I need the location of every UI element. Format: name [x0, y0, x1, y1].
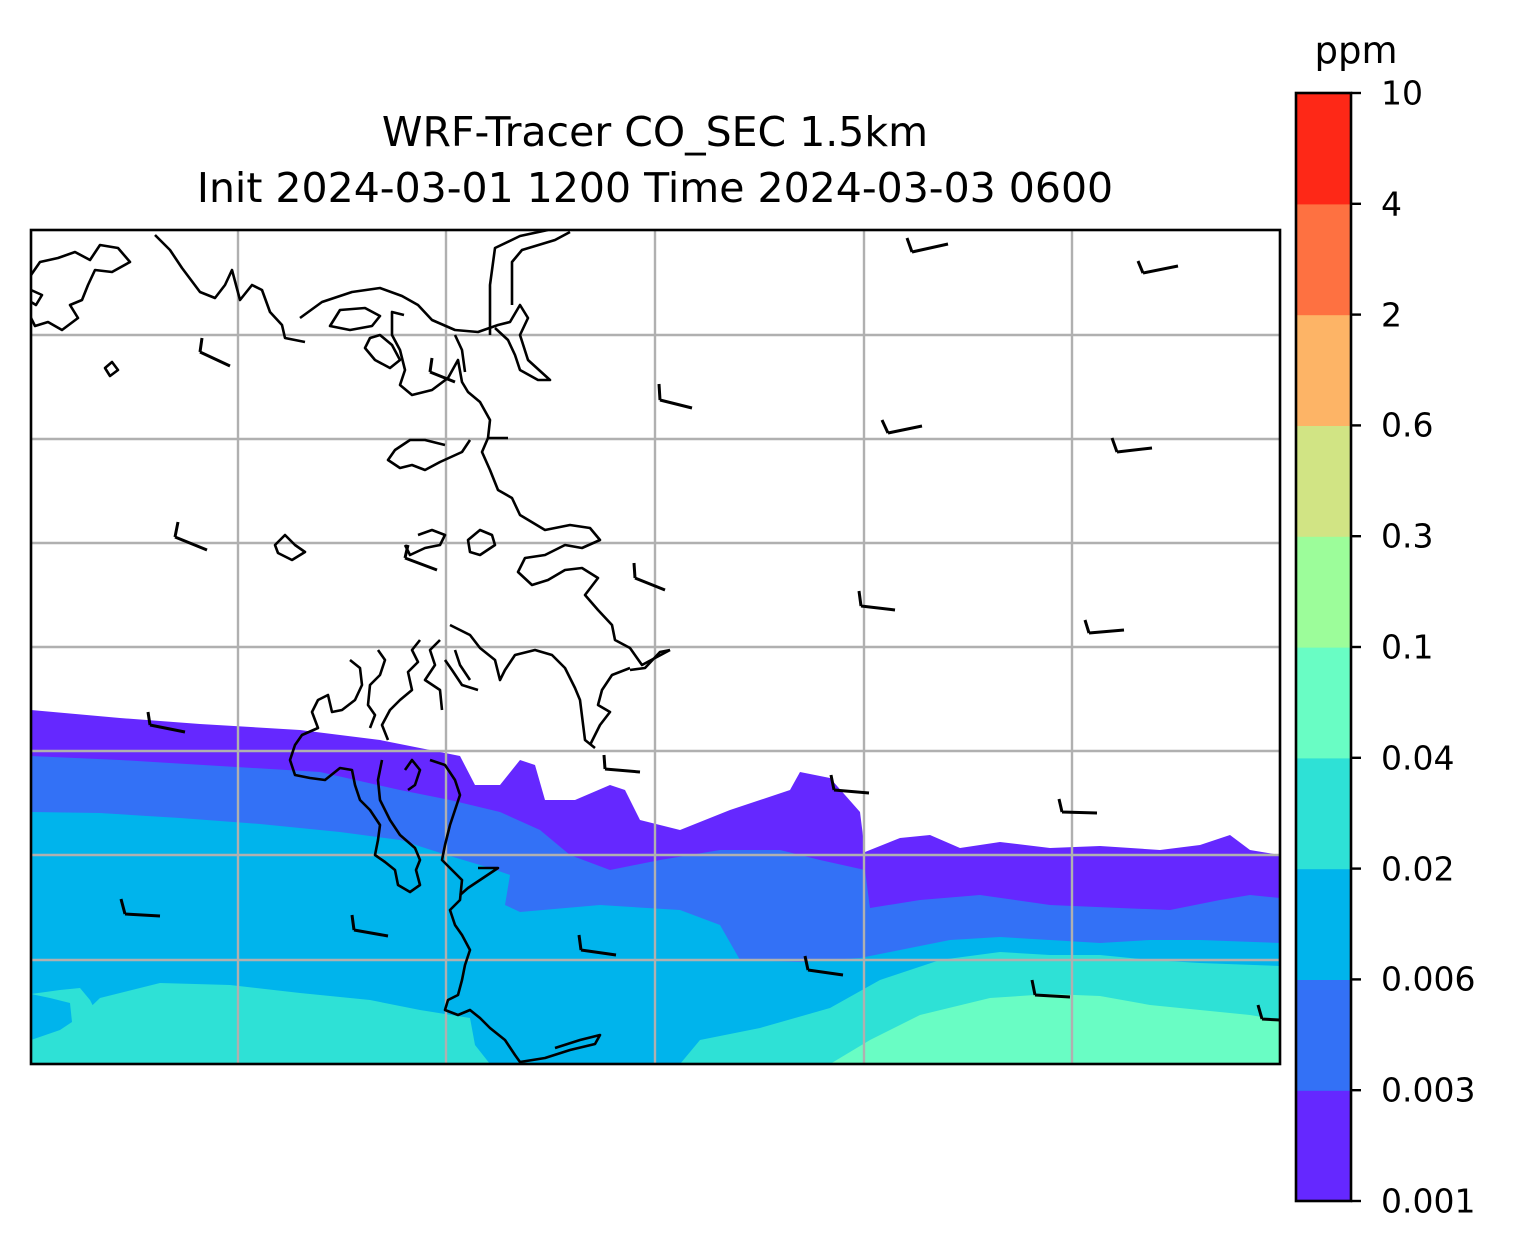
colorbar-tick-label: 0.02: [1381, 849, 1455, 889]
colorbar-tick-label: 2: [1381, 295, 1402, 335]
map-title: WRF-Tracer CO_SEC 1.5km: [381, 108, 929, 156]
map-frame: [29, 228, 1282, 1066]
colorbar: [1294, 91, 1361, 1203]
colorbar-segment: [1296, 757, 1351, 870]
colorbar-tick-label: 0.1: [1381, 627, 1434, 667]
colorbar-unit-label: ppm: [1314, 29, 1398, 72]
colorbar-segment: [1296, 1090, 1351, 1202]
map-subtitle: Init 2024-03-01 1200 Time 2024-03-03 060…: [196, 164, 1114, 212]
colorbar-tick-label: 4: [1381, 184, 1402, 224]
colorbar-tick-label: 0.006: [1381, 959, 1476, 999]
colorbar-tick-label: 0.001: [1381, 1181, 1476, 1221]
colorbar-tick-label: 0.6: [1381, 405, 1434, 445]
colorbar-segment: [1296, 647, 1351, 759]
colorbar-tick-label: 0.003: [1381, 1070, 1476, 1110]
colorbar-tick-label: 10: [1381, 73, 1423, 113]
colorbar-segment: [1296, 425, 1351, 537]
colorbar-tick-label: 0.04: [1381, 738, 1455, 778]
colorbar-segment: [1296, 868, 1351, 980]
colorbar-segment: [1296, 314, 1351, 426]
colorbar-segment: [1296, 979, 1351, 1091]
concentration-band-0.04: [830, 994, 1280, 1064]
colorbar-segment: [1296, 536, 1351, 648]
colorbar-segment: [1296, 203, 1351, 316]
gridlines: [31, 230, 1280, 1064]
coastlines: [31, 230, 671, 1064]
colorbar-tick-label: 0.3: [1381, 516, 1434, 556]
colorbar-segment: [1296, 93, 1351, 205]
wind-barbs: [119, 237, 1280, 1022]
